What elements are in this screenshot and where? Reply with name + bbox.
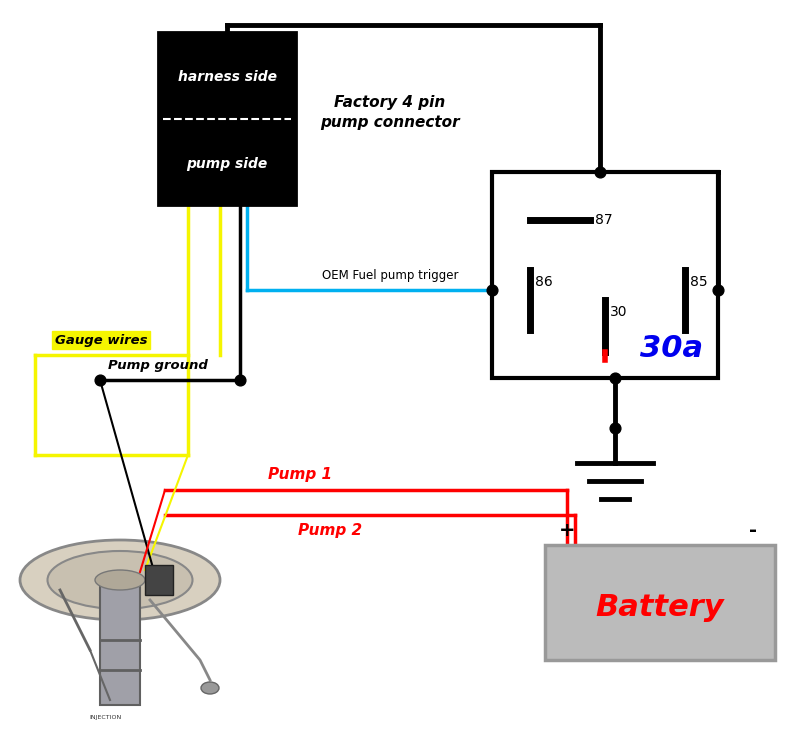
Text: 30: 30 [610, 305, 627, 319]
Point [609, 373, 622, 384]
Text: 85: 85 [690, 275, 708, 289]
Text: Pump 1: Pump 1 [268, 467, 332, 482]
Text: 87: 87 [595, 213, 613, 227]
Bar [158, 32, 296, 205]
Text: harness side: harness side [178, 70, 277, 84]
Point [94, 374, 106, 386]
Text: Battery: Battery [596, 593, 724, 622]
Point [609, 422, 622, 434]
Point [712, 284, 725, 296]
Text: +: + [558, 521, 575, 540]
Ellipse shape [47, 551, 193, 609]
Point [594, 166, 606, 178]
Text: INJECTION: INJECTION [89, 715, 121, 720]
Text: -: - [749, 521, 757, 540]
Bar [545, 545, 775, 660]
Bar [145, 565, 173, 595]
Bar [492, 172, 718, 378]
Text: pump side: pump side [186, 157, 268, 171]
Ellipse shape [201, 682, 219, 694]
Text: Pump ground: Pump ground [108, 359, 208, 372]
Text: 86: 86 [535, 275, 553, 289]
Ellipse shape [20, 540, 220, 620]
Point [486, 284, 498, 296]
Ellipse shape [95, 570, 145, 590]
Text: OEM Fuel pump trigger: OEM Fuel pump trigger [322, 269, 458, 282]
Text: Gauge wires: Gauge wires [55, 333, 147, 346]
Text: Pump 2: Pump 2 [298, 523, 362, 538]
Bar [100, 585, 140, 705]
Text: Factory 4 pin
pump connector: Factory 4 pin pump connector [320, 95, 460, 130]
Point [234, 374, 246, 386]
Text: 30a: 30a [640, 333, 703, 362]
